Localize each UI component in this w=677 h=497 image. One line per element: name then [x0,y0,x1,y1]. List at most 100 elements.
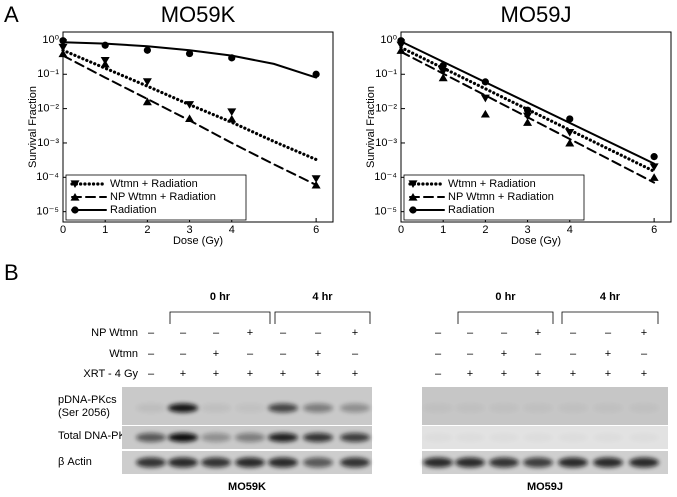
band [303,433,333,442]
sign: – [148,348,155,360]
bracket [561,311,659,324]
sign: – [280,327,287,339]
group-label: 0 hr [495,291,516,303]
legend-label: NP Wtmn + Radiation [448,191,554,203]
y-tick-label: 10⁻⁵ [36,206,59,218]
sign: – [435,327,442,339]
marker [311,175,321,183]
band [201,403,231,413]
sign: + [641,368,647,380]
band [235,403,265,413]
row-label: Total DNA-PKcs [58,430,137,442]
sign: – [435,368,442,380]
band [455,404,485,413]
marker [70,192,80,201]
marker [523,106,532,114]
sign: – [148,327,155,339]
sign: + [501,368,507,380]
marker [408,192,418,201]
band [136,457,166,468]
marker [70,180,80,189]
y-tick-label: 10⁰ [42,34,59,46]
marker [312,70,320,78]
bracket [169,311,271,324]
sign: + [535,327,541,339]
marker [408,180,418,189]
marker [100,59,110,68]
band [489,433,519,442]
marker [480,109,490,118]
band [629,404,659,413]
condition-label: NP Wtmn [91,327,138,339]
x-tick-label: 2 [144,224,150,236]
band [423,457,453,468]
band [423,404,453,413]
band [523,457,553,468]
legend-label: Wtmn + Radiation [110,178,198,190]
x-tick-label: 3 [187,224,193,236]
band [303,403,333,413]
marker [59,37,67,45]
sign: + [213,348,219,360]
chart-title: MO59K [161,2,236,27]
marker [409,206,417,214]
sign: + [280,368,286,380]
panel-label: A [4,2,19,27]
y-tick-label: 10⁻¹ [375,68,397,80]
band [235,433,265,442]
marker [227,114,237,123]
sign: + [352,327,358,339]
row-label: (Ser 2056) [58,407,110,419]
x-tick-label: 1 [440,224,446,236]
plot-frame [400,31,672,223]
marker [142,97,152,106]
sign: – [570,327,577,339]
sign: – [247,348,254,360]
sign: – [315,327,322,339]
y-tick-label: 10⁻¹ [37,68,59,80]
band [268,433,298,442]
condition-label: Wtmn [109,348,138,360]
sign: – [467,327,474,339]
band [523,433,553,442]
group-label: 4 hr [312,291,333,303]
fit-line [62,41,318,79]
band [136,433,166,442]
sign: + [352,368,358,380]
marker [565,129,575,137]
band [340,457,370,468]
marker [185,49,194,58]
band [201,457,231,468]
x-tick-label: 2 [482,224,488,236]
y-tick-label: 10⁻⁴ [36,171,59,183]
x-tick-label: 4 [229,224,235,236]
sign: – [148,368,155,380]
band [268,403,298,413]
x-tick-label: 3 [525,224,531,236]
x-tick-label: 6 [313,224,319,236]
band [168,457,198,468]
legend-label: Radiation [110,204,156,216]
band [423,433,453,442]
marker [396,46,406,54]
band [629,433,659,442]
marker [480,94,490,103]
band [235,457,265,468]
sign: + [641,327,647,339]
row-label: β Actin [58,456,92,468]
x-tick-label: 0 [398,224,404,236]
marker [71,206,79,214]
band [455,457,485,468]
bracket [274,311,371,324]
marker [185,114,195,122]
band [455,433,485,442]
marker [481,78,489,86]
sign: – [352,348,359,360]
band [168,433,198,442]
marker [101,41,109,49]
condition-label: XRT - 4 Gy [83,368,138,380]
sign: + [605,368,611,380]
marker [143,46,151,54]
